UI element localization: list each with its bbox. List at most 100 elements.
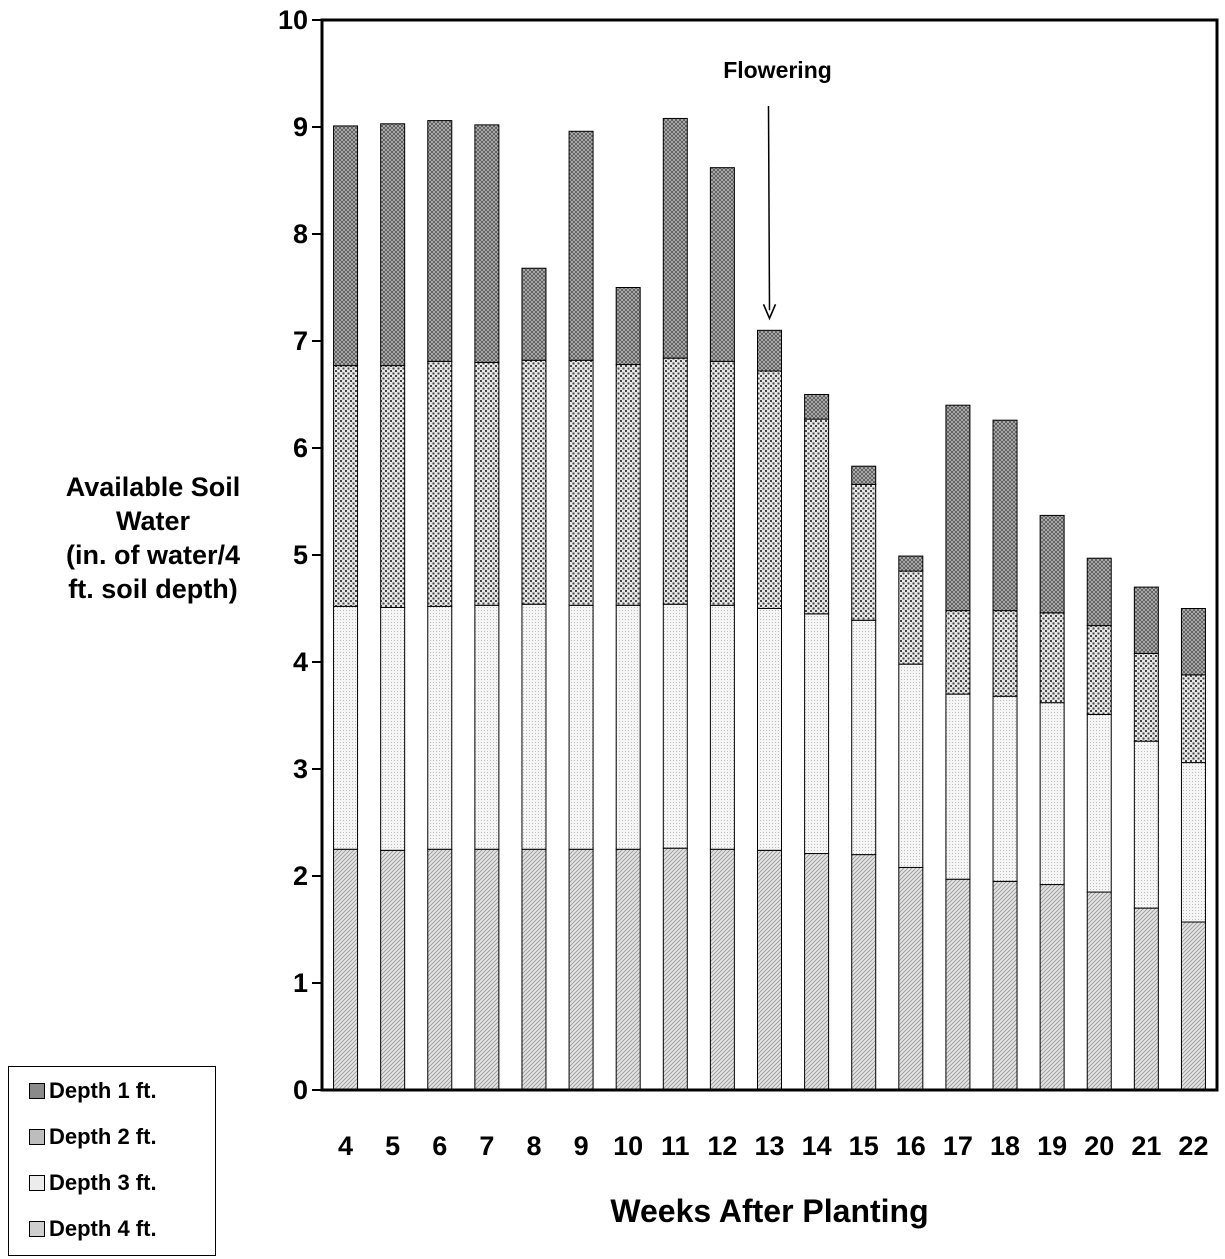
legend-swatch-depth-2 [29,1129,45,1145]
x-tick-label: 15 [849,1131,879,1161]
bar-segment [945,610,971,695]
bar-segment [427,605,453,850]
bar-segment [804,853,830,1091]
bar-segment [333,848,359,1091]
bar-segment [521,848,547,1091]
bar-segment [521,267,547,361]
bar-segment [474,848,500,1091]
y-tick-label: 4 [293,647,308,677]
x-tick-label: 19 [1037,1131,1067,1161]
bar-segment [615,848,641,1091]
bar-segment [1039,612,1065,704]
bar-segment [380,606,406,851]
bar-segment [1180,921,1206,1091]
bar-segment [380,123,406,367]
bar-segment [945,878,971,1091]
bar-segment [945,693,971,880]
x-tick-label: 7 [479,1131,494,1161]
bar-segment [1086,557,1112,627]
y-tick-label: 2 [293,861,308,891]
bar-segment [1039,702,1065,886]
bar-segment [851,483,877,621]
bar-segment [333,125,359,367]
bar-segment [615,604,641,850]
bar-segment [1086,625,1112,715]
bar-segment [427,848,453,1091]
y-axis-label-line: ft. soil depth) [68,574,238,604]
x-tick-label: 13 [754,1131,784,1161]
bar-segment [757,370,782,609]
legend: Depth 1 ft. Depth 2 ft. Depth 3 ft. Dept… [8,1066,216,1256]
legend-label: Depth 3 ft. [49,1170,157,1195]
legend-swatch-depth-3 [29,1175,45,1191]
bar-segment [568,848,594,1091]
legend-label: Depth 4 ft. [49,1216,157,1241]
x-tick-label: 17 [943,1131,973,1161]
annotation-group: Flowering [723,57,832,321]
bar-segment [992,419,1018,612]
y-tick-label: 5 [293,540,308,570]
bar-segment [427,120,453,362]
bar-segment [992,880,1018,1091]
bar-segment [1133,907,1159,1091]
x-tick-label: 18 [990,1131,1020,1161]
y-axis-label: Available Soil Water (in. of water/4 ft.… [18,470,288,606]
legend-item: Depth 4 ft. [29,1215,157,1243]
bar-segment [898,663,924,868]
bar-segment [709,360,735,606]
x-tick-label: 21 [1131,1131,1161,1161]
bar-segment [427,360,453,607]
bar-segment [1180,608,1206,676]
annotation-arrow-head [762,303,777,321]
legend-label: Depth 2 ft. [49,1124,157,1149]
bar-segment [1133,652,1159,742]
bar-segment [1180,762,1206,923]
y-tick-label: 6 [293,433,308,463]
bar-segment [521,359,547,605]
y-tick-label: 9 [293,112,308,142]
y-axis-label-line: Water [115,506,190,536]
bar-segment [757,329,782,372]
bar-segment [709,604,735,850]
y-tick-label: 8 [293,219,308,249]
bar-segment [992,695,1018,882]
x-tick-label: 11 [661,1131,690,1161]
bar-segment [333,365,359,607]
x-tick-label: 16 [896,1131,926,1161]
x-tick-label: 4 [338,1131,353,1161]
y-tick-label: 7 [293,326,308,356]
bar-segment [521,603,547,850]
x-tick-label: 10 [613,1131,643,1161]
legend-label: Depth 1 ft. [49,1078,157,1103]
bar-segment [898,866,924,1091]
y-tick-label: 3 [293,754,308,784]
bar-segment [662,117,688,359]
bar-segment [662,357,688,605]
y-tick-label: 10 [278,5,308,35]
legend-swatch-depth-4 [29,1221,45,1237]
bar-segment [333,605,359,850]
x-axis-label: Weeks After Planting [610,1193,928,1229]
y-tick-label: 0 [293,1075,308,1105]
x-tick-label: 12 [707,1131,737,1161]
x-tick-label: 22 [1178,1131,1208,1161]
bar-segment [1039,884,1065,1091]
bar-segment [1133,586,1159,654]
bar-segment [851,854,877,1091]
bar-segment [1086,891,1112,1091]
bar-segment [662,847,688,1091]
bar-segment [1086,713,1112,893]
x-tick-label: 9 [574,1131,589,1161]
bar-segment [804,394,830,420]
x-tick-label: 5 [385,1131,400,1161]
bar-segment [757,608,782,851]
bar-segment [380,849,406,1091]
bar-segment [898,555,924,572]
bar-segment [757,849,782,1091]
x-tick-label: 6 [432,1131,447,1161]
axes-group: 4 5 6 7 8 9 10 11 12 13 14 15 16 17 18 19 20 21 2201234567… [278,5,1219,1229]
bar-segment [568,130,594,361]
bar-segment [474,361,500,606]
x-tick-label: 8 [526,1131,541,1161]
